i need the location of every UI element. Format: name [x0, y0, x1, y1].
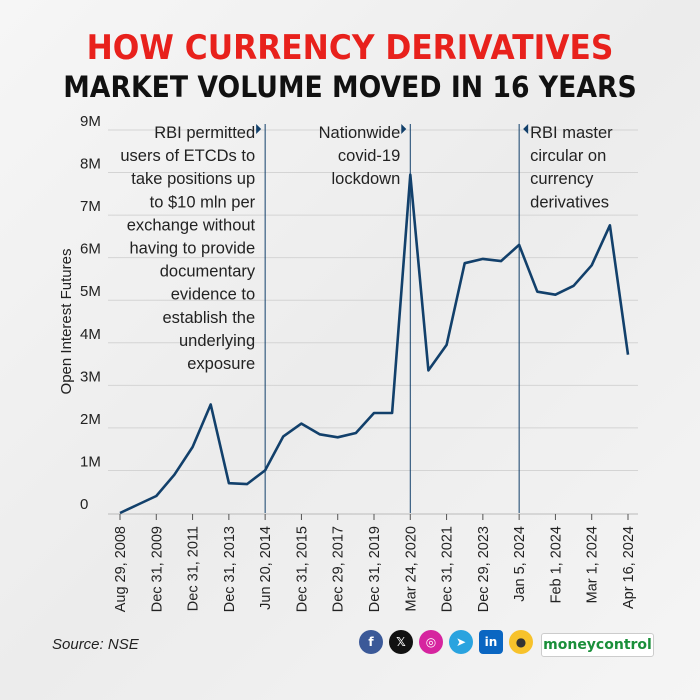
y-tick-label: 6M	[80, 241, 101, 258]
x-tick-label: Feb 1, 2024	[548, 526, 564, 603]
annotation-text: covid-19	[338, 147, 400, 165]
y-tick-label: 3M	[80, 368, 101, 385]
annotation-text: lockdown	[331, 170, 400, 188]
annotation-text: Nationwide	[319, 124, 401, 142]
social-icons: f 𝕏 ◎ ➤ in ●	[359, 630, 533, 656]
instagram-icon[interactable]: ◎	[419, 630, 443, 654]
annotation-text: derivatives	[530, 193, 609, 211]
y-tick-label: 4M	[80, 326, 101, 343]
y-tick-label: 8M	[80, 156, 101, 173]
x-tick-label: Jan 5, 2024	[512, 526, 528, 602]
annotation-text: RBI master	[530, 124, 613, 142]
x-icon[interactable]: 𝕏	[389, 630, 413, 654]
y-tick-label: 5M	[80, 283, 101, 300]
x-tick-label: Dec 31, 2009	[149, 526, 165, 612]
x-tick-label: Mar 1, 2024	[585, 526, 601, 603]
y-tick-label: 1M	[80, 453, 101, 470]
y-tick-label: 2M	[80, 411, 101, 428]
chart-title-line-1: HOW CURRENCY DERIVATIVES	[86, 28, 614, 68]
source-note: Source: NSE	[52, 636, 139, 653]
y-axis-label: Open Interest Futures	[58, 249, 75, 395]
x-tick-label: Apr 16, 2024	[621, 526, 637, 609]
chart-title-line-2: MARKET VOLUME MOVED IN 16 YEARS	[63, 70, 637, 104]
x-tick-label: Mar 24, 2020	[403, 526, 419, 611]
annotation-text: to $10 mln per	[150, 193, 256, 211]
annotation-text: take positions up	[131, 170, 255, 188]
annotation-text: evidence to	[171, 286, 255, 304]
annotation-text: circular on	[530, 147, 606, 165]
linkedin-icon[interactable]: in	[479, 630, 503, 654]
x-tick-label: Aug 29, 2008	[113, 526, 129, 612]
x-tick-label: Dec 29, 2017	[331, 526, 347, 612]
y-tick-label: 0	[80, 496, 88, 513]
y-tick-label: 7M	[80, 198, 101, 215]
facebook-icon[interactable]: f	[359, 630, 383, 654]
annotation-text: exchange without	[127, 216, 256, 234]
koo-icon[interactable]: ●	[509, 630, 533, 654]
annotation-text: exposure	[187, 355, 255, 373]
y-tick-label: 9M	[80, 113, 101, 130]
x-tick-label: Dec 31, 2019	[367, 526, 383, 612]
annotation-text: documentary	[160, 263, 256, 281]
x-tick-label: Dec 29, 2023	[476, 526, 492, 612]
annotation-marker	[401, 124, 407, 134]
x-tick-label: Jun 20, 2014	[258, 526, 274, 610]
x-tick-label: Dec 31, 2015	[294, 526, 310, 612]
annotation-text: RBI permitted	[154, 124, 255, 142]
annotation-text: having to provide	[129, 240, 255, 258]
telegram-icon[interactable]: ➤	[449, 630, 473, 654]
annotation-text: users of ETCDs to	[120, 147, 255, 165]
x-tick-label: Dec 31, 2021	[440, 526, 456, 612]
annotation-text: currency	[530, 170, 594, 188]
annotation-marker	[256, 124, 262, 134]
moneycontrol-logo[interactable]: moneycontrol	[541, 633, 654, 657]
annotation-text: establish the	[162, 309, 255, 327]
x-tick-label: Dec 31, 2013	[222, 526, 238, 612]
annotation-marker	[523, 124, 529, 134]
annotation-text: underlying	[179, 332, 255, 350]
x-tick-label: Dec 31, 2011	[186, 526, 202, 611]
